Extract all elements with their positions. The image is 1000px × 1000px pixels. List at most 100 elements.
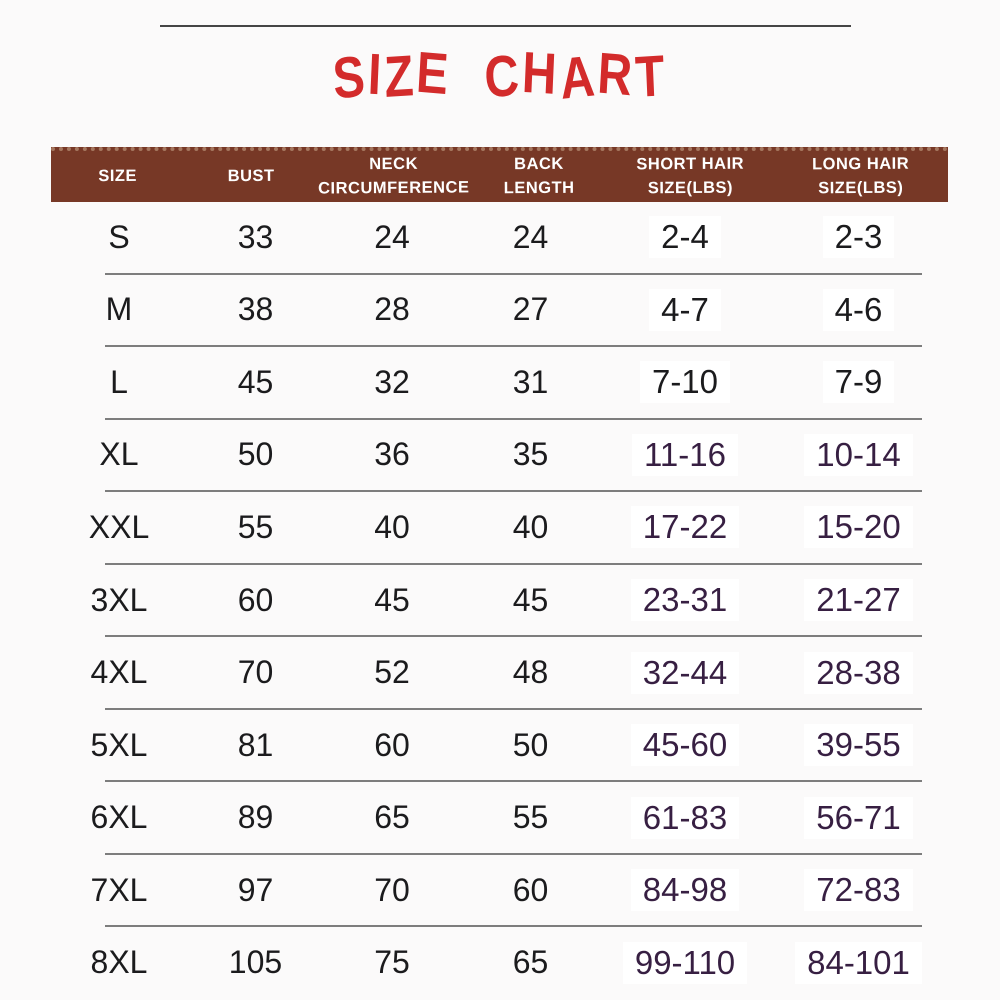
cell-long-hair-size: 72-83 — [769, 869, 948, 912]
cell-size-label: 4XL — [90, 654, 148, 691]
cell-long-hair-size: 21-27 — [769, 579, 948, 621]
long-hair-value: 10-14 — [804, 433, 913, 476]
cell-long-hair-size: 39-55 — [769, 724, 948, 767]
cell-size-label: XXL — [88, 508, 150, 545]
column-header-back-length: BACK LENGTH — [503, 154, 575, 197]
size-chart-table: SIZE BUST NECK CIRCUMFERENCE BACK LENGTH… — [51, 147, 948, 998]
cell-back-length: 45 — [512, 581, 549, 618]
cell-short-hair-size: 45-60 — [601, 724, 769, 767]
short-hair-value: 11-16 — [632, 433, 738, 476]
long-hair-value: 84-101 — [795, 941, 922, 984]
table-row: 4XL 70 52 48 32-44 28-38 — [51, 637, 948, 708]
row-divider-line — [105, 490, 922, 493]
cell-bust: 50 — [237, 436, 274, 473]
short-hair-value: 2-4 — [649, 216, 721, 259]
row-divider-line — [105, 272, 922, 275]
cell-long-hair-size: 2-3 — [769, 216, 948, 259]
row-divider-line — [105, 707, 922, 710]
short-hair-value: 84-98 — [630, 869, 740, 912]
cell-neck-circumference: 52 — [374, 654, 410, 691]
table-row: L 45 32 31 7-10 7-9 — [51, 347, 948, 418]
column-header-size: SIZE — [98, 166, 138, 185]
long-hair-value: 15-20 — [804, 506, 913, 549]
cell-size-label: S — [108, 218, 130, 255]
cell-long-hair-size: 7-9 — [769, 361, 948, 404]
table-row: M 38 28 27 4-7 4-6 — [51, 275, 948, 346]
cell-neck-circumference: 70 — [374, 871, 410, 908]
long-hair-value: 21-27 — [804, 579, 913, 621]
cell-neck-circumference: 40 — [374, 508, 410, 545]
cell-back-length: 65 — [512, 944, 549, 981]
short-hair-value: 99-110 — [622, 941, 748, 984]
long-hair-value: 4-6 — [822, 288, 895, 331]
cell-long-hair-size: 28-38 — [769, 651, 948, 694]
short-hair-value: 7-10 — [639, 361, 731, 404]
cell-bust: 60 — [237, 581, 274, 618]
cell-bust: 105 — [228, 944, 283, 981]
cell-size-label: M — [105, 291, 133, 328]
cell-back-length: 48 — [512, 654, 549, 691]
row-divider-line — [105, 562, 922, 565]
cell-size-label: 8XL — [90, 944, 148, 981]
cell-bust: 33 — [237, 218, 274, 255]
cell-short-hair-size: 2-4 — [601, 216, 769, 259]
cell-bust: 89 — [237, 799, 274, 836]
cell-bust: 81 — [237, 726, 274, 763]
cell-bust: 38 — [237, 291, 274, 328]
row-divider-line — [105, 345, 922, 348]
row-divider-line — [105, 925, 922, 928]
row-divider-line — [105, 417, 922, 420]
short-hair-value: 61-83 — [630, 796, 740, 839]
long-hair-value: 39-55 — [804, 724, 913, 767]
cell-long-hair-size: 10-14 — [769, 433, 948, 476]
cell-back-length: 35 — [512, 436, 549, 473]
row-divider-line — [105, 635, 922, 638]
cell-short-hair-size: 23-31 — [601, 579, 769, 621]
long-hair-value: 28-38 — [804, 651, 913, 694]
short-hair-value: 4-7 — [649, 288, 721, 331]
short-hair-value: 32-44 — [630, 651, 740, 694]
column-header-long-hair-size: LONG HAIR SIZE(LBS) — [811, 154, 909, 197]
table-row: 6XL 89 65 55 61-83 56-71 — [51, 782, 948, 853]
row-divider-line — [105, 852, 922, 855]
cell-short-hair-size: 11-16 — [601, 433, 769, 476]
cell-neck-circumference: 24 — [374, 218, 410, 255]
cell-size-label: 3XL — [90, 581, 148, 618]
cell-long-hair-size: 4-6 — [769, 288, 948, 331]
cell-back-length: 40 — [512, 508, 549, 545]
cell-back-length: 31 — [512, 363, 549, 400]
short-hair-value: 17-22 — [630, 506, 740, 549]
cell-short-hair-size: 7-10 — [601, 361, 769, 404]
cell-back-length: 24 — [512, 218, 549, 255]
cell-short-hair-size: 17-22 — [601, 506, 769, 549]
cell-size-label: XL — [99, 436, 139, 473]
cell-back-length: 55 — [512, 799, 549, 836]
long-hair-value: 56-71 — [804, 796, 913, 839]
table-header-row: SIZE BUST NECK CIRCUMFERENCE BACK LENGTH… — [51, 147, 948, 202]
cell-short-hair-size: 32-44 — [601, 651, 769, 694]
cell-short-hair-size: 4-7 — [601, 288, 769, 331]
top-divider-line — [160, 25, 851, 27]
row-divider-line — [105, 780, 922, 783]
column-header-neck-circumference: NECK CIRCUMFERENCE — [318, 154, 470, 198]
cell-bust: 45 — [237, 363, 274, 400]
cell-long-hair-size: 15-20 — [769, 506, 948, 549]
cell-size-label: 6XL — [90, 799, 148, 836]
column-header-bust: BUST — [227, 166, 275, 185]
table-row: XL 50 36 35 11-16 10-14 — [51, 420, 948, 491]
cell-neck-circumference: 36 — [374, 436, 410, 473]
long-hair-value: 2-3 — [822, 216, 895, 259]
cell-bust: 97 — [237, 871, 274, 908]
table-body: S 33 24 24 2-4 2-3 M 38 28 27 4-7 4-6 L … — [51, 202, 948, 998]
table-row: 5XL 81 60 50 45-60 39-55 — [51, 710, 948, 781]
cell-neck-circumference: 65 — [374, 799, 410, 836]
table-row: XXL 55 40 40 17-22 15-20 — [51, 492, 948, 563]
cell-neck-circumference: 32 — [374, 363, 410, 400]
cell-neck-circumference: 28 — [374, 291, 410, 328]
cell-neck-circumference: 60 — [374, 726, 410, 763]
cell-bust: 70 — [237, 654, 274, 691]
cell-short-hair-size: 84-98 — [601, 869, 769, 912]
page-title: SIZE CHART — [330, 39, 669, 112]
cell-long-hair-size: 84-101 — [769, 941, 948, 984]
